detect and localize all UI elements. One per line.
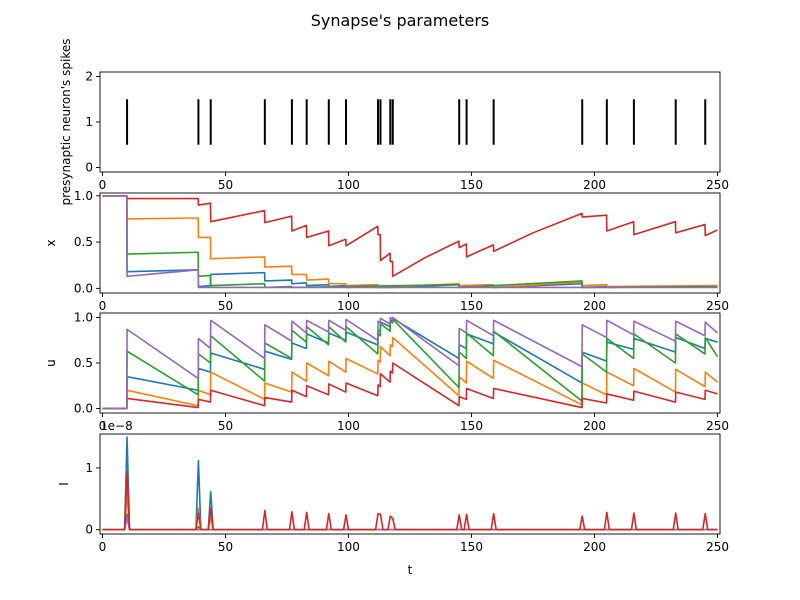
- y-tick-label-x-0: 0.0: [74, 281, 93, 295]
- x-tick-label-I-3: 150: [460, 540, 483, 554]
- y-tick-label-spikes-0: 0: [85, 160, 93, 174]
- y-tick-label-x-2: 1.0: [74, 189, 93, 203]
- x-tick-label-u-2: 100: [337, 419, 360, 433]
- y-tick-label-u-2: 1.0: [74, 311, 93, 325]
- x-tick-label-spikes-0: 0: [99, 178, 107, 192]
- y-tick-label-u-0: 0.0: [74, 401, 93, 415]
- x-tick-label-spikes-1: 50: [218, 178, 233, 192]
- subplot-u: 0 50 100 150 200 250 0.0 0.5 1.0 u: [44, 311, 729, 433]
- series-line-u-2: [102, 318, 719, 410]
- x-tick-label-u-0: 0: [99, 419, 107, 433]
- x-tick-label-u-4: 200: [583, 419, 606, 433]
- x-tick-label-spikes-3: 150: [460, 178, 483, 192]
- x-tick-label-spikes-5: 250: [706, 178, 729, 192]
- x-tick-label-x-0: 0: [99, 299, 107, 313]
- x-tick-label-spikes-2: 100: [337, 178, 360, 192]
- x-tick-label-I-1: 50: [218, 540, 233, 554]
- y-tick-label-I-0: 0: [85, 523, 93, 537]
- figure-title: Synapse's parameters: [311, 11, 490, 30]
- y-tick-label-spikes-2: 2: [85, 70, 93, 84]
- y-axis-label-I: I: [57, 482, 71, 486]
- series-line-x-1: [102, 194, 718, 289]
- series-line-x-4: [102, 194, 718, 289]
- x-tick-label-I-5: 250: [706, 540, 729, 554]
- subplot-spikes: 0 50 100 150 200 250 0 1 2 presynaptic neuron's s…: [59, 39, 729, 206]
- x-tick-label-spikes-4: 200: [583, 178, 606, 192]
- series-line-u-0: [102, 317, 718, 410]
- series-line-I-4: [102, 470, 718, 531]
- y-axis-label-u: u: [44, 359, 58, 367]
- x-tick-label-x-5: 250: [706, 299, 729, 313]
- y-tick-label-x-1: 0.5: [74, 235, 93, 249]
- series-line-u-3: [102, 362, 718, 410]
- series-line-x-3: [102, 194, 718, 278]
- x-axis-label-I: t: [408, 563, 413, 577]
- x-tick-label-u-3: 150: [460, 419, 483, 433]
- x-tick-label-x-2: 100: [337, 299, 360, 313]
- subplot-I: 0 50 100 150 200 250 0 1 It 1e−8: [57, 419, 729, 577]
- y-tick-label-u-1: 0.5: [74, 356, 93, 370]
- y-axis-label-x: x: [44, 239, 58, 246]
- plot-area-spikes: [126, 99, 707, 145]
- series-line-I-0: [102, 436, 718, 531]
- plot-area-u: [102, 316, 719, 410]
- y-tick-label-I-1: 1: [85, 461, 93, 475]
- y-axis-label-spikes: presynaptic neuron's spikes: [59, 39, 73, 206]
- x-tick-label-I-0: 0: [99, 540, 107, 554]
- series-line-u-4: [102, 316, 719, 410]
- x-tick-label-x-1: 50: [218, 299, 233, 313]
- x-tick-label-u-1: 50: [218, 419, 233, 433]
- axes-frame-x: [99, 192, 721, 294]
- y-tick-label-spikes-1: 1: [85, 115, 93, 129]
- series-line-u-1: [102, 336, 719, 410]
- x-tick-label-I-4: 200: [583, 540, 606, 554]
- x-tick-label-x-4: 200: [583, 299, 606, 313]
- plot-area-x: [102, 194, 718, 289]
- axes-frame-I: [99, 433, 721, 535]
- series-line-x-2: [102, 194, 718, 289]
- plot-area-I: [102, 436, 718, 531]
- x-tick-label-u-5: 250: [706, 419, 729, 433]
- subplot-x: 0 50 100 150 200 250 0.0 0.5 1.0 x: [44, 189, 729, 313]
- x-tick-label-I-2: 100: [337, 540, 360, 554]
- x-tick-label-x-3: 150: [460, 299, 483, 313]
- y-offset-text-I: 1e−8: [100, 419, 133, 433]
